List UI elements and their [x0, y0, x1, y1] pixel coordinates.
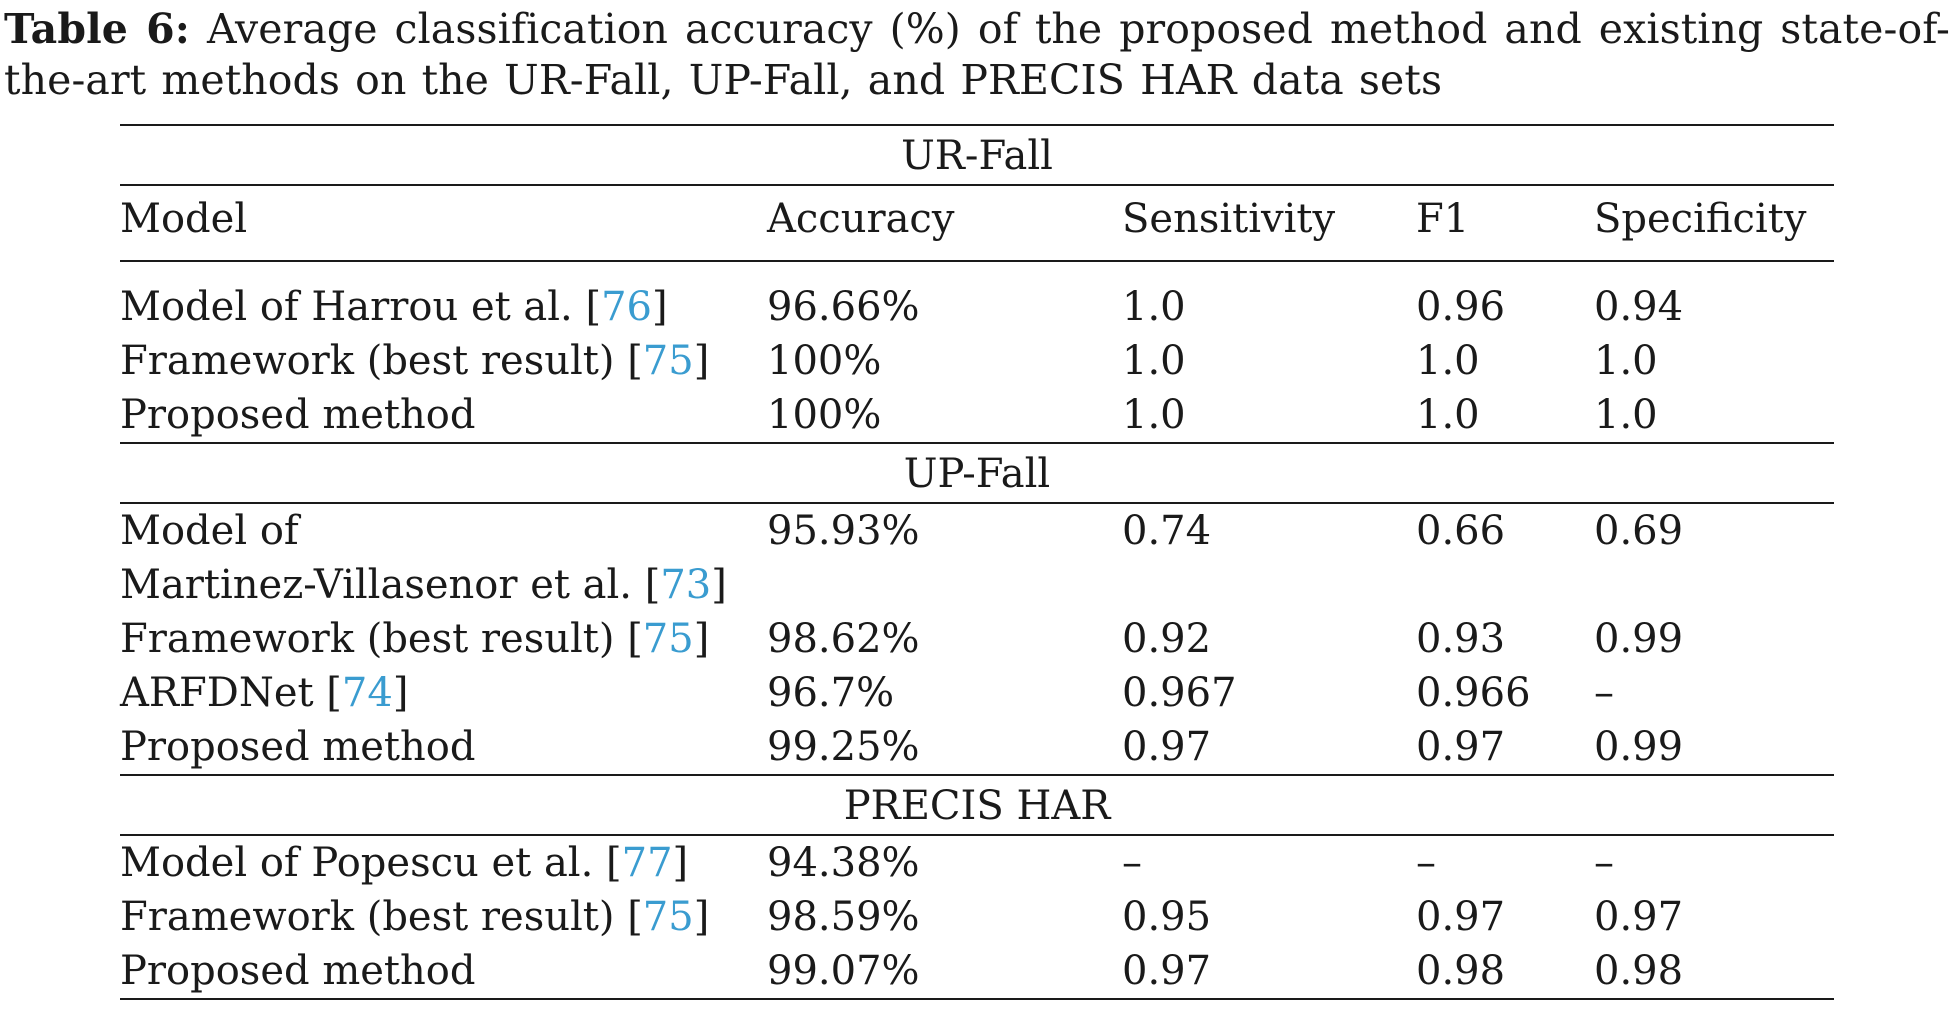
- section-header-precis-har: PRECIS HAR: [120, 774, 1835, 836]
- accuracy-cell: 98.59%: [767, 894, 920, 940]
- table-label: Table 6:: [4, 5, 191, 53]
- column-header-row: Model Accuracy Sensitivity F1 Specificit…: [120, 184, 1835, 262]
- header-f1: F1: [1416, 184, 1594, 262]
- section-title: PRECIS HAR: [120, 774, 1835, 836]
- model-cell: Model of Popescu et al. [77]: [120, 840, 689, 886]
- table-row: Framework (best result) [75] 98.59% 0.95…: [120, 890, 1834, 944]
- table-row-continuation: Martinez-Villasenor et al. [73]: [120, 558, 1834, 612]
- table-row: Proposed method 100% 1.0 1.0 1.0: [120, 388, 1834, 443]
- table-row: Model of 95.93% 0.74 0.66 0.69: [120, 503, 1834, 558]
- model-cell: Model of: [120, 508, 299, 554]
- sensitivity-cell: 0.92: [1122, 616, 1212, 662]
- f1-cell: 0.98: [1416, 944, 1594, 1000]
- accuracy-cell: 95.93%: [767, 508, 920, 554]
- section-title: UP-Fall: [120, 442, 1835, 504]
- f1-cell: 1.0: [1416, 392, 1480, 438]
- model-cell: Model of Harrou et al. [76]: [120, 284, 668, 330]
- table-caption: Table 6: Average classification accuracy…: [4, 4, 1950, 106]
- specificity-cell: –: [1594, 670, 1614, 716]
- specificity-cell: 0.98: [1594, 944, 1835, 1000]
- specificity-cell: 0.69: [1594, 508, 1684, 554]
- citation-link[interactable]: 76: [601, 284, 652, 330]
- model-cell: Proposed method: [120, 392, 476, 438]
- accuracy-cell: 100%: [767, 338, 882, 384]
- section-header-ur-fall: UR-Fall: [120, 124, 1835, 185]
- specificity-cell: 0.99: [1594, 616, 1684, 662]
- sensitivity-cell: 0.97: [1122, 724, 1212, 770]
- citation-link[interactable]: 75: [642, 894, 694, 940]
- specificity-cell: 0.94: [1594, 284, 1684, 330]
- accuracy-cell: 98.62%: [767, 616, 920, 662]
- sensitivity-cell: 0.967: [1122, 670, 1237, 716]
- specificity-cell: 1.0: [1594, 338, 1658, 384]
- table-row: Framework (best result) [75] 98.62% 0.92…: [120, 612, 1834, 666]
- f1-cell: 0.96: [1416, 284, 1506, 330]
- sensitivity-cell: 1.0: [1122, 338, 1186, 384]
- model-cell: Framework (best result) [75]: [120, 338, 710, 384]
- sensitivity-cell: 0.74: [1122, 508, 1212, 554]
- accuracy-cell: 99.07%: [767, 944, 1122, 1000]
- table-row: Framework (best result) [75] 100% 1.0 1.…: [120, 334, 1834, 388]
- model-cell: Proposed method: [120, 944, 767, 1000]
- section-title: UR-Fall: [120, 124, 1835, 185]
- model-cell: Framework (best result) [75]: [120, 616, 710, 662]
- results-table: UR-Fall Model Accuracy Sensitivity F1 Sp…: [120, 124, 1835, 1000]
- f1-cell: 1.0: [1416, 338, 1480, 384]
- header-model: Model: [120, 184, 767, 262]
- section-header-up-fall: UP-Fall: [120, 442, 1835, 504]
- sensitivity-cell: 0.97: [1122, 944, 1416, 1000]
- model-cell: Proposed method: [120, 724, 476, 770]
- sensitivity-cell: 0.95: [1122, 894, 1212, 940]
- accuracy-cell: 96.66%: [767, 284, 920, 330]
- model-cell: Framework (best result) [75]: [120, 894, 710, 940]
- sensitivity-cell: –: [1122, 840, 1142, 886]
- accuracy-cell: 99.25%: [767, 724, 920, 770]
- model-cell: ARFDNet [74]: [120, 670, 409, 716]
- table-row: Proposed method 99.07% 0.97 0.98 0.98: [120, 944, 1835, 1000]
- header-sensitivity: Sensitivity: [1122, 184, 1416, 262]
- citation-link[interactable]: 74: [341, 670, 393, 716]
- accuracy-cell: 94.38%: [767, 840, 920, 886]
- f1-cell: –: [1416, 840, 1436, 886]
- specificity-cell: 0.97: [1594, 894, 1684, 940]
- citation-link[interactable]: 75: [642, 616, 694, 662]
- f1-cell: 0.97: [1416, 724, 1506, 770]
- header-accuracy: Accuracy: [767, 184, 1122, 262]
- citation-link[interactable]: 75: [642, 338, 694, 384]
- caption-text: Average classification accuracy (%) of t…: [4, 5, 1950, 104]
- model-cell-line2: Martinez-Villasenor et al. [73]: [120, 562, 727, 608]
- table-row: Model of Popescu et al. [77] 94.38% – – …: [120, 835, 1834, 890]
- f1-cell: 0.97: [1416, 894, 1506, 940]
- citation-link[interactable]: 73: [660, 562, 712, 608]
- table-row: Proposed method 99.25% 0.97 0.97 0.99: [120, 720, 1834, 775]
- citation-link[interactable]: 77: [621, 840, 673, 886]
- f1-cell: 0.93: [1416, 616, 1506, 662]
- accuracy-cell: 100%: [767, 392, 882, 438]
- sensitivity-cell: 1.0: [1122, 392, 1186, 438]
- accuracy-cell: 96.7%: [767, 670, 895, 716]
- table-row: Model of Harrou et al. [76] 96.66% 1.0 0…: [120, 261, 1834, 334]
- specificity-cell: 0.99: [1594, 724, 1684, 770]
- table-row: ARFDNet [74] 96.7% 0.967 0.966 –: [120, 666, 1834, 720]
- specificity-cell: –: [1594, 840, 1614, 886]
- sensitivity-cell: 1.0: [1122, 284, 1186, 330]
- header-specificity: Specificity: [1594, 184, 1835, 262]
- f1-cell: 0.966: [1416, 670, 1531, 716]
- f1-cell: 0.66: [1416, 508, 1506, 554]
- specificity-cell: 1.0: [1594, 392, 1658, 438]
